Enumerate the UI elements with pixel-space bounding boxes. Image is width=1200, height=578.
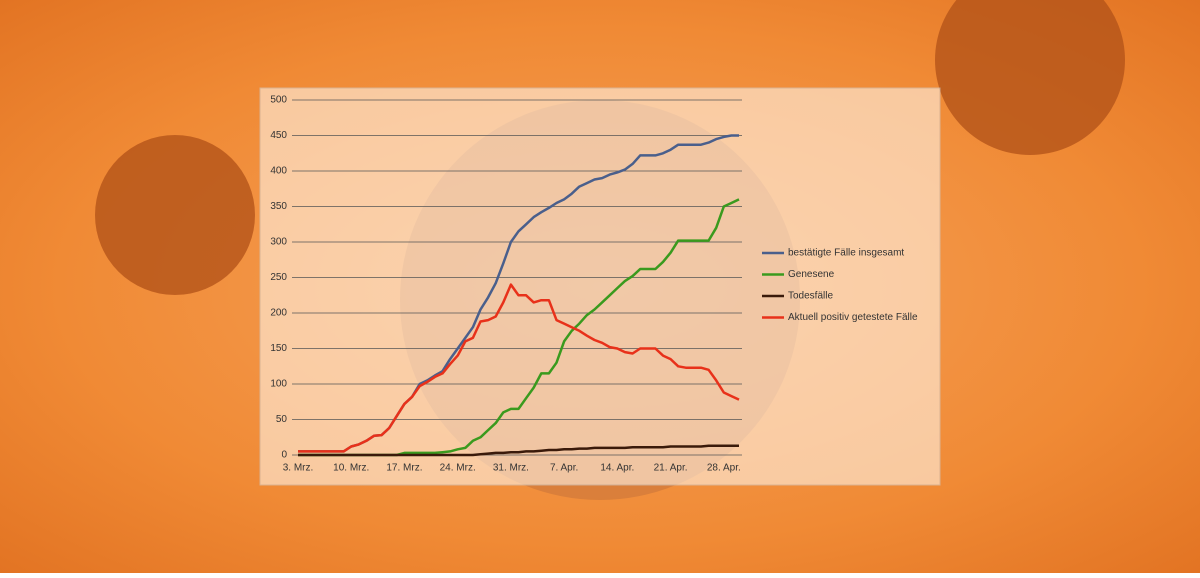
x-tick-label: 31. Mrz. (493, 463, 529, 474)
chart-panel (259, 87, 941, 486)
legend-label: bestätigte Fälle insgesamt (788, 248, 904, 259)
legend-label: Todesfälle (788, 291, 833, 302)
x-tick-label: 7. Apr. (550, 463, 578, 474)
y-tick-label: 100 (270, 379, 287, 390)
x-tick-label: 28. Apr. (707, 463, 741, 474)
y-tick-label: 450 (270, 130, 287, 141)
x-tick-label: 17. Mrz. (386, 463, 422, 474)
line-series (298, 283, 740, 453)
y-tick-label: 0 (281, 450, 287, 461)
x-tick-label: 24. Mrz. (440, 463, 476, 474)
y-tick-label: 400 (270, 166, 287, 177)
x-tick-label: 3. Mrz. (283, 463, 314, 474)
x-tick-label: 21. Apr. (654, 463, 688, 474)
x-tick-label: 10. Mrz. (333, 463, 369, 474)
y-tick-label: 150 (270, 343, 287, 354)
y-tick-label: 300 (270, 237, 287, 248)
y-tick-label: 200 (270, 308, 287, 319)
chart: 0 50 100 150 200 250 300 350 400 450 500 3. Mrz. 10.… (270, 95, 918, 474)
line-series (298, 444, 739, 457)
legend-label: Genesene (788, 269, 835, 280)
y-tick-label: 500 (270, 95, 287, 106)
y-tick-label: 50 (276, 414, 288, 425)
x-tick-label: 14. Apr. (600, 463, 634, 474)
y-tick-label: 350 (270, 201, 287, 212)
y-tick-label: 250 (270, 272, 287, 283)
legend-label: Aktuell positiv getestete Fälle (788, 312, 918, 323)
